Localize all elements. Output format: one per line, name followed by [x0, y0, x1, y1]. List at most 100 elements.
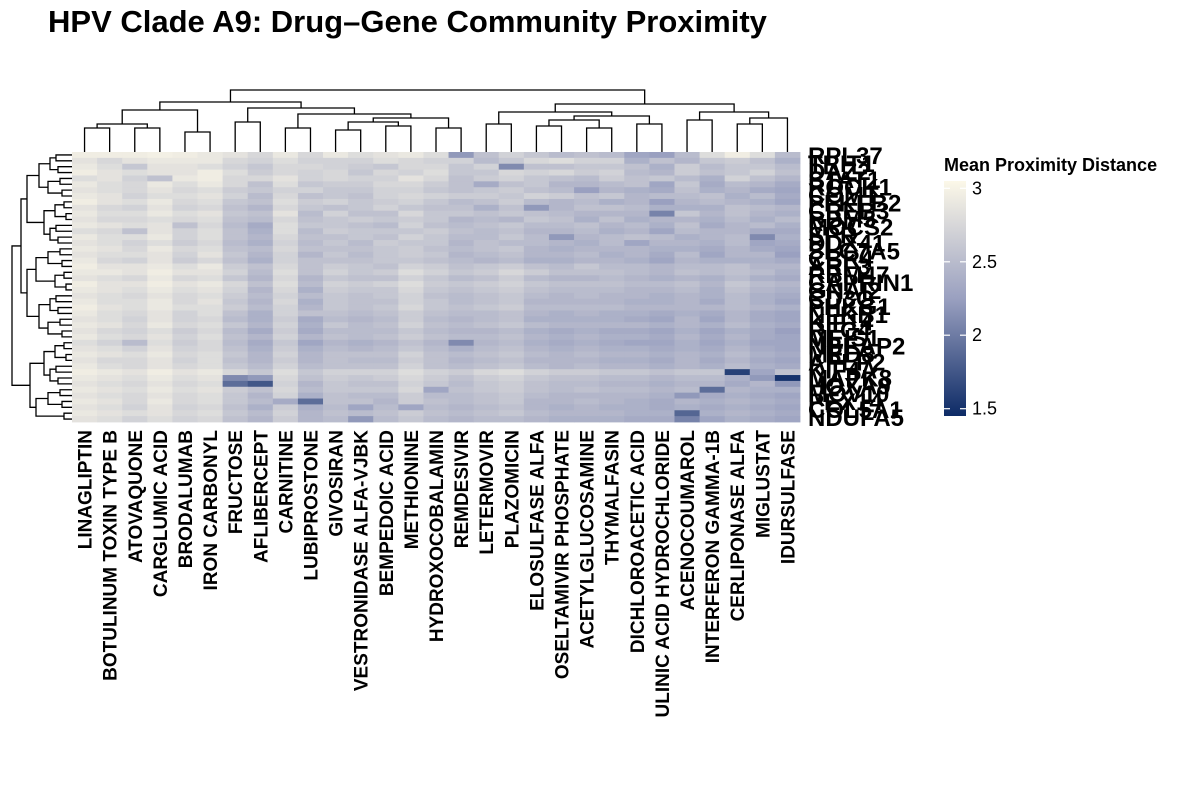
heatmap-cell — [222, 187, 249, 194]
heatmap-cell — [724, 375, 751, 382]
heatmap-cell — [97, 210, 123, 217]
heatmap-cell — [72, 310, 98, 317]
heatmap-cell — [323, 240, 349, 247]
heatmap-cell — [674, 310, 700, 317]
heatmap-cell — [724, 251, 751, 259]
row-label: MED8 — [808, 342, 875, 369]
heatmap-cell — [624, 392, 650, 399]
heatmap-cell — [272, 287, 299, 294]
heatmap-cell — [774, 339, 801, 347]
heatmap-cell — [699, 175, 726, 182]
heatmap-cell — [222, 322, 249, 329]
heatmap-cell — [147, 245, 173, 253]
heatmap-cell — [423, 181, 449, 188]
heatmap-cell — [674, 345, 700, 352]
heatmap-cell — [398, 234, 424, 241]
heatmap-cell — [724, 193, 751, 200]
heatmap-cell — [523, 369, 550, 376]
heatmap-cell — [72, 386, 98, 394]
heatmap-cell — [574, 198, 600, 206]
heatmap-cell — [247, 292, 274, 300]
heatmap-cell — [197, 375, 224, 382]
heatmap-cell — [774, 269, 801, 276]
heatmap-cell — [373, 287, 399, 294]
heatmap-cell — [373, 281, 399, 288]
heatmap-cell — [448, 363, 475, 370]
heatmap-cell — [674, 328, 700, 335]
heatmap-cell — [523, 222, 550, 229]
heatmap-cell — [323, 392, 349, 399]
heatmap-cell — [323, 380, 349, 388]
heatmap-cell — [247, 333, 274, 341]
heatmap-cell — [172, 152, 198, 159]
heatmap-cell — [674, 210, 700, 217]
heatmap-cell — [97, 386, 123, 394]
heatmap-cell — [674, 163, 700, 171]
heatmap-cell — [548, 163, 575, 171]
heatmap-cell — [649, 322, 675, 329]
heatmap-cell — [423, 198, 449, 206]
heatmap-cell — [599, 386, 625, 394]
heatmap-cell — [774, 198, 801, 206]
heatmap-cell — [172, 193, 198, 200]
heatmap-cell — [72, 198, 98, 206]
heatmap-cell — [172, 222, 198, 229]
heatmap-cell — [749, 339, 776, 347]
heatmap-cell — [674, 375, 700, 382]
heatmap-cell — [122, 245, 148, 253]
row-label: MAPK8 — [808, 365, 892, 392]
heatmap-cell — [222, 198, 249, 206]
heatmap-cell — [398, 157, 424, 165]
heatmap-cell — [423, 328, 449, 335]
heatmap-cell — [172, 187, 198, 194]
heatmap-cell — [423, 251, 449, 259]
heatmap-cell — [247, 416, 274, 423]
heatmap-cell — [548, 245, 575, 253]
heatmap-cell — [147, 163, 173, 171]
heatmap-cell — [122, 316, 148, 323]
heatmap-cell — [699, 416, 726, 423]
heatmap-cell — [72, 210, 98, 217]
heatmap-cell — [323, 322, 349, 329]
heatmap-cell — [122, 416, 148, 423]
heatmap-cell — [348, 228, 374, 235]
heatmap-cell — [147, 328, 173, 335]
heatmap-cell — [624, 351, 650, 358]
heatmap-cell — [323, 269, 349, 276]
heatmap-cell — [523, 304, 550, 311]
heatmap-cell — [373, 175, 399, 182]
heatmap-cell — [448, 175, 475, 182]
heatmap-cell — [649, 240, 675, 247]
heatmap-cell — [548, 222, 575, 229]
heatmap-cell — [599, 369, 625, 376]
heatmap-cell — [749, 386, 776, 394]
heatmap-cell — [197, 234, 224, 241]
heatmap-cell — [624, 275, 650, 282]
heatmap-cell — [649, 204, 675, 212]
heatmap-cell — [649, 245, 675, 253]
heatmap-cell — [398, 304, 424, 311]
heatmap-cell — [548, 392, 575, 399]
heatmap-cell — [323, 287, 349, 294]
heatmap-cell — [774, 369, 801, 376]
heatmap-cell — [72, 351, 98, 358]
heatmap-cell — [774, 404, 801, 411]
heatmap-cell — [348, 263, 374, 270]
heatmap-cell — [649, 216, 675, 223]
heatmap-cell — [172, 251, 198, 259]
heatmap-cell — [749, 357, 776, 364]
heatmap-cell — [699, 234, 726, 241]
heatmap-cell — [197, 169, 224, 176]
heatmap-cell — [373, 292, 399, 300]
heatmap-cell — [172, 204, 198, 212]
dendrogram-link — [61, 400, 72, 408]
column-label: HYDROXOCOBALAMIN — [427, 430, 448, 642]
heatmap-cell — [624, 304, 650, 311]
heatmap-cell — [423, 375, 449, 382]
heatmap-cell — [624, 404, 650, 411]
heatmap-cell — [749, 198, 776, 206]
heatmap-cell — [423, 281, 449, 288]
heatmap-cell — [749, 281, 776, 288]
heatmap-cell — [97, 263, 123, 270]
heatmap-cell — [247, 304, 274, 311]
